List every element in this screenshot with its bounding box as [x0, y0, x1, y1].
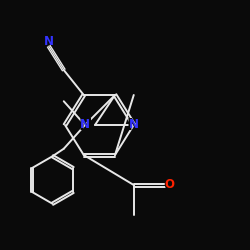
Text: N: N: [42, 34, 56, 49]
Text: N: N: [78, 118, 92, 132]
Text: N: N: [44, 35, 54, 48]
Text: O: O: [163, 178, 176, 192]
Text: N: N: [80, 118, 90, 132]
Text: N: N: [127, 118, 140, 132]
Text: O: O: [164, 178, 174, 192]
Text: N: N: [129, 118, 139, 132]
